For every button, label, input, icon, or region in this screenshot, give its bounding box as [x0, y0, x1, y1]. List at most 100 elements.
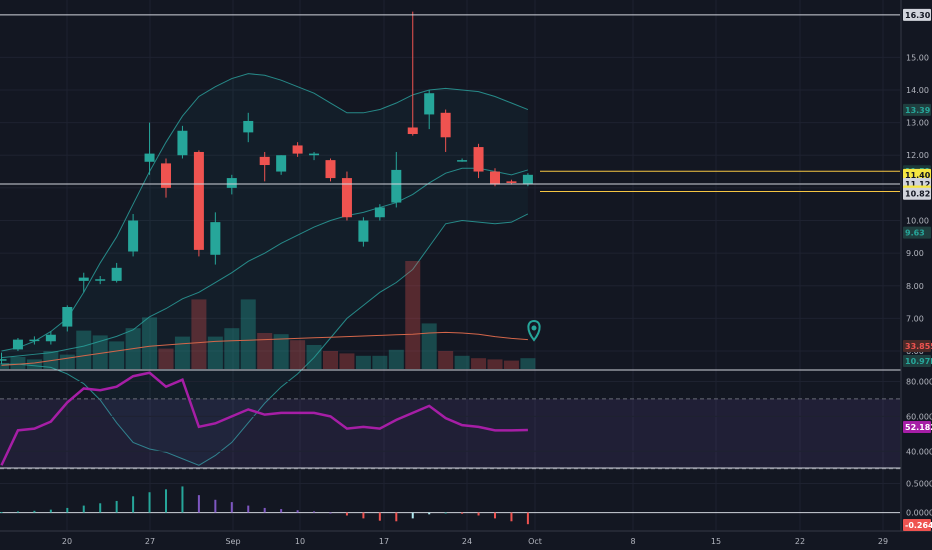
macd-bar — [263, 507, 266, 513]
candle-body — [490, 171, 500, 185]
candle[interactable] — [29, 336, 40, 345]
badge-text: -0.2644 — [905, 521, 932, 530]
volume-bar — [0, 363, 9, 369]
macd-bar — [16, 511, 19, 513]
candle[interactable] — [259, 151, 270, 182]
volume-bar — [520, 358, 536, 369]
badge-bg — [903, 421, 931, 433]
volume-bar — [454, 355, 470, 369]
price-tick-label: 13.00 — [906, 119, 929, 128]
candle[interactable] — [78, 272, 89, 293]
time-axis[interactable]: 20 27 Sep 10 17 24 Oct 8 15 22 29 — [62, 537, 888, 546]
badge-text: 10.82 — [905, 190, 930, 199]
macd-bar — [313, 511, 316, 513]
candle[interactable] — [95, 275, 106, 285]
candle[interactable] — [243, 112, 254, 143]
candle[interactable] — [128, 213, 139, 257]
candle[interactable] — [391, 151, 402, 208]
macd-bar — [345, 512, 348, 516]
marker-dot — [531, 325, 537, 331]
candle-body — [407, 127, 418, 135]
time-tick-label: 8 — [630, 537, 635, 546]
candle[interactable] — [62, 305, 73, 332]
candle-body — [193, 151, 204, 250]
volume-bar — [92, 335, 108, 369]
candle[interactable] — [45, 331, 56, 345]
candle[interactable] — [424, 89, 435, 130]
bollinger-basis-line — [1, 167, 529, 359]
price-tick-label: 7.00 — [906, 314, 924, 323]
candle[interactable] — [226, 174, 237, 195]
candle[interactable] — [358, 217, 369, 247]
candle[interactable] — [407, 11, 418, 136]
candle[interactable] — [12, 337, 23, 352]
macd-bar — [461, 512, 464, 514]
macd-bar — [148, 492, 151, 513]
time-tick-label: 17 — [379, 537, 389, 546]
bollinger-upper-line — [1, 73, 529, 352]
rsi-tick-label: 60.0000 — [906, 412, 932, 421]
candle[interactable] — [177, 125, 188, 159]
macd-bar — [197, 495, 200, 513]
macd-tick-label: 0.0000 — [906, 509, 932, 518]
candle[interactable] — [292, 142, 303, 157]
badge-text: 11.40 — [905, 171, 931, 180]
macd-bar — [0, 511, 3, 513]
candle[interactable] — [111, 262, 122, 283]
candle[interactable] — [276, 155, 287, 175]
candle[interactable] — [309, 151, 320, 161]
volume-bar — [43, 351, 59, 369]
candle-body — [309, 153, 320, 156]
macd-bar — [99, 503, 102, 513]
macd-bar — [132, 496, 135, 513]
candle[interactable] — [341, 171, 352, 221]
badge-text: 9.63 — [905, 229, 925, 238]
candle[interactable] — [210, 212, 221, 265]
macd-bar — [280, 509, 283, 513]
candle-body — [0, 359, 7, 361]
candle[interactable] — [490, 168, 500, 187]
price-label: 11.40 — [903, 168, 931, 181]
volume-bar — [306, 345, 322, 369]
macd-bar — [428, 512, 431, 515]
candle[interactable] — [161, 158, 171, 198]
candle[interactable] — [0, 352, 7, 365]
pane-separators — [0, 0, 932, 532]
time-tick-label: Oct — [528, 537, 542, 546]
candle[interactable] — [473, 143, 484, 179]
candle[interactable] — [440, 109, 451, 152]
volume-bar — [471, 358, 487, 369]
volume-bar — [224, 328, 240, 369]
badge-text: 13.39 — [905, 106, 931, 115]
price-label: 10.82 — [903, 187, 931, 200]
marker-pin[interactable] — [527, 319, 541, 342]
candle[interactable] — [144, 122, 155, 175]
volume-bar — [59, 354, 75, 369]
macd-value-label: -0.2644 — [903, 519, 932, 531]
volume-histogram — [0, 261, 536, 369]
candle[interactable] — [325, 158, 336, 182]
rsi-tick-label: 40.0000 — [906, 447, 932, 456]
time-tick-label: Sep — [225, 537, 240, 546]
candle-body — [128, 220, 139, 252]
price-tick-label: 9.00 — [906, 249, 924, 258]
volume-bar — [487, 359, 503, 369]
candle[interactable] — [374, 204, 385, 221]
candle-body — [144, 153, 155, 162]
volume-bar — [372, 355, 388, 369]
candle[interactable] — [457, 158, 468, 162]
macd-bar — [395, 512, 398, 522]
time-tick-label: 27 — [145, 537, 155, 546]
price-tick-label: 14.00 — [906, 86, 929, 95]
price-label: 16.30 — [903, 8, 931, 21]
macd-bar — [296, 510, 299, 513]
volume-bar — [142, 317, 158, 369]
candle-body — [358, 220, 369, 242]
horizontal-lines[interactable] — [0, 14, 900, 192]
candle[interactable] — [193, 150, 204, 257]
volume-bar — [323, 351, 338, 369]
location-marker-icon[interactable] — [527, 319, 541, 342]
badge-bg — [903, 168, 931, 181]
time-tick-label: 22 — [795, 537, 805, 546]
